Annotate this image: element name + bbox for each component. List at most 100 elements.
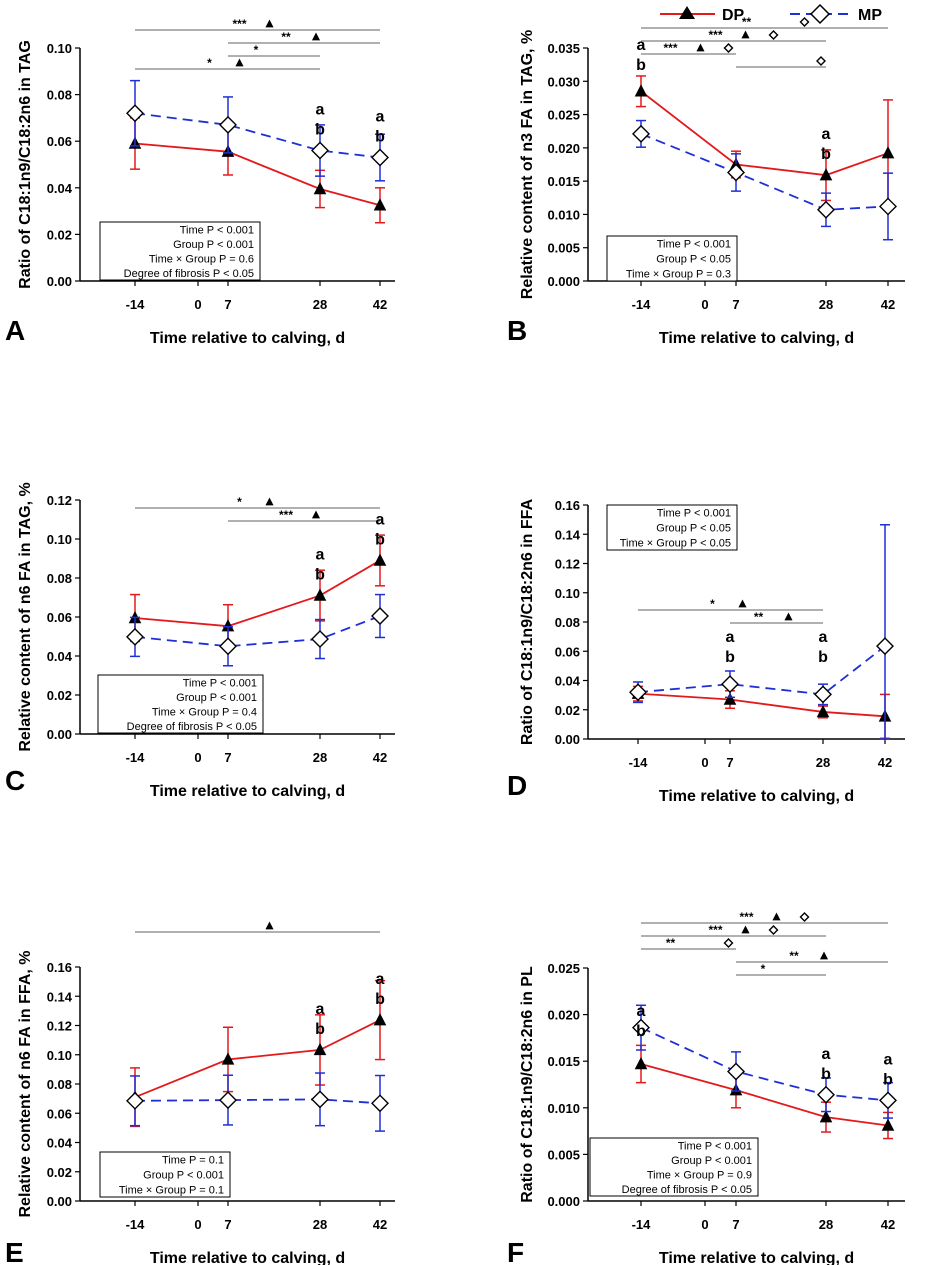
sig-label: *** xyxy=(708,923,722,937)
y-tick-label: 0.015 xyxy=(547,1054,580,1069)
y-tick-label: 0.025 xyxy=(547,961,580,976)
data-point-mp xyxy=(876,637,894,656)
x-tick-label: 28 xyxy=(819,297,833,312)
point-letter: b xyxy=(818,649,828,666)
panel-e: 0.00 0.02 0.04 0.06 0.08 0.10 0.12 0.14 0.16 -14 0… xyxy=(5,921,395,1265)
y-axis-label: Relative content of n6 FA in FFA, % xyxy=(17,951,34,1218)
data-point-mp xyxy=(879,1091,897,1110)
x-tick-label: -14 xyxy=(632,297,652,312)
sig-label: * xyxy=(710,597,715,611)
data-point-mp xyxy=(219,1091,237,1110)
x-tick-label: -14 xyxy=(126,750,146,765)
y-tick-label: 0.08 xyxy=(47,571,72,586)
data-point-mp xyxy=(371,607,389,626)
x-tick-label: 7 xyxy=(726,755,733,770)
x-tick-label: -14 xyxy=(126,297,146,312)
data-point-mp xyxy=(126,1091,144,1110)
panel-letter: D xyxy=(507,770,527,801)
y-tick-label: 0.005 xyxy=(547,241,580,256)
y-axis-label: Ratio of C18:1n9/C18:2n6 in TAG xyxy=(17,40,34,289)
sig-label: ** xyxy=(281,30,291,44)
stats-line: Group P < 0.001 xyxy=(176,692,257,704)
sig-marker-tri xyxy=(265,921,274,930)
y-tick-label: 0.10 xyxy=(47,532,72,547)
sig-label: * xyxy=(237,495,242,509)
x-tick-label: 7 xyxy=(224,1217,231,1232)
data-point-dp xyxy=(881,146,895,159)
x-tick-label: 7 xyxy=(732,1217,739,1232)
y-tick-label: 0.010 xyxy=(547,1101,580,1116)
point-letter: b xyxy=(315,122,325,139)
y-tick-label: 0.04 xyxy=(47,649,73,664)
stats-line: Time P < 0.001 xyxy=(183,677,257,689)
sig-marker-dia xyxy=(816,56,826,66)
stats-box xyxy=(97,674,264,734)
panel-c: 0.00 0.02 0.04 0.06 0.08 0.10 0.12 -14 0 7 28 42 Tim… xyxy=(5,482,395,800)
point-letter: a xyxy=(637,1003,646,1020)
x-tick-label: 42 xyxy=(373,750,387,765)
y-tick-label: 0.08 xyxy=(555,615,580,630)
data-point-mp xyxy=(727,163,745,182)
sig-label: * xyxy=(761,962,766,976)
y-tick-label: 0.02 xyxy=(555,703,580,718)
y-axis-label: Ratio of C18:1n9/C18:2n6 in PL xyxy=(519,966,536,1203)
data-point-mp xyxy=(817,1085,835,1104)
stats-box xyxy=(589,1137,759,1197)
point-letter: a xyxy=(822,126,831,143)
point-letter: a xyxy=(884,1051,893,1068)
stats-line: Time P < 0.001 xyxy=(180,224,254,236)
x-tick-label: 28 xyxy=(816,755,830,770)
x-tick-label: 42 xyxy=(881,1217,895,1232)
stats-line: Degree of fibrosis P < 0.05 xyxy=(127,721,257,733)
x-axis-label: Time relative to calving, d xyxy=(659,788,854,805)
x-tick-label: 0 xyxy=(701,297,708,312)
panel-letter: A xyxy=(5,315,25,346)
x-tick-label: 0 xyxy=(194,750,201,765)
sig-marker-tri xyxy=(235,58,244,67)
x-axis-label: Time relative to calving, d xyxy=(150,1250,345,1265)
y-tick-label: 0.08 xyxy=(47,88,72,103)
point-letter: a xyxy=(376,109,385,126)
y-tick-label: 0.06 xyxy=(47,134,72,149)
x-axis-label: Time relative to calving, d xyxy=(150,330,345,347)
point-letter: b xyxy=(375,991,385,1008)
x-tick-label: 0 xyxy=(194,297,201,312)
y-tick-label: 0.06 xyxy=(555,644,580,659)
sig-marker-tri xyxy=(819,951,829,960)
y-tick-label: 0.12 xyxy=(555,557,580,572)
data-point-dp xyxy=(634,84,648,97)
x-tick-label: 0 xyxy=(701,755,708,770)
data-point-dp xyxy=(373,553,387,566)
x-tick-label: -14 xyxy=(629,755,649,770)
sig-marker-tri xyxy=(741,925,750,934)
y-tick-label: 0.10 xyxy=(47,41,72,56)
y-axis-label: Relative content of n3 FA in TAG, % xyxy=(519,30,536,299)
panel-d: 0.00 0.02 0.04 0.06 0.08 0.10 0.12 0.14 0.16 -14 0… xyxy=(507,498,905,805)
data-point-dp xyxy=(221,619,235,632)
y-tick-label: 0.000 xyxy=(547,274,580,289)
y-tick-label: 0.010 xyxy=(547,207,580,222)
point-letter: a xyxy=(376,971,385,988)
data-point-mp xyxy=(371,1094,389,1113)
stats-line: Time × Group P = 0.9 xyxy=(647,1169,752,1181)
legend-mp-marker xyxy=(809,3,831,25)
point-letter: a xyxy=(637,37,646,54)
y-tick-label: 0.00 xyxy=(47,274,72,289)
x-tick-label: 0 xyxy=(194,1217,201,1232)
x-tick-label: 7 xyxy=(732,297,739,312)
legend-dp-label: DP xyxy=(722,7,745,24)
sig-label: *** xyxy=(279,508,293,522)
sig-marker-dia xyxy=(768,925,779,935)
point-letter: b xyxy=(315,567,325,584)
point-letter: b xyxy=(725,649,735,666)
point-letter: a xyxy=(316,547,325,564)
y-tick-label: 0.08 xyxy=(47,1077,72,1092)
sig-marker-dia xyxy=(723,43,734,53)
x-tick-label: 0 xyxy=(701,1217,708,1232)
y-tick-label: 0.02 xyxy=(47,688,72,703)
series-line-dp xyxy=(640,1063,889,1127)
y-tick-label: 0.12 xyxy=(47,493,72,508)
data-point-dp xyxy=(881,1118,895,1131)
data-point-mp xyxy=(632,1018,650,1037)
data-point-dp xyxy=(723,692,737,705)
